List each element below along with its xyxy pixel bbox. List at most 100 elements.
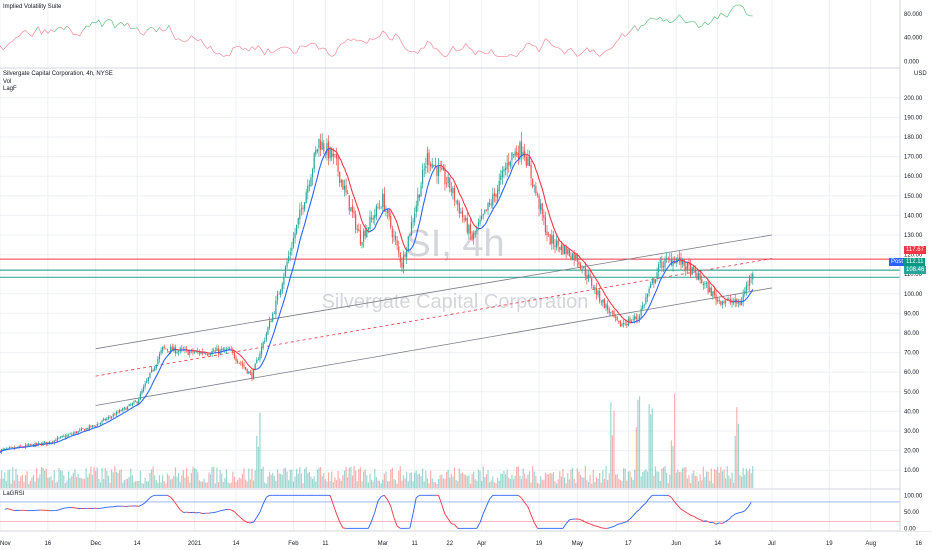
candle-body-365 [581, 268, 583, 270]
volume-bar-379 [603, 478, 606, 488]
candle-body-169 [268, 321, 271, 328]
candle-body-237 [377, 207, 379, 208]
ma-seg-273 [433, 166, 436, 171]
volume-bar-235 [374, 469, 376, 488]
volume-bar-185 [294, 476, 296, 488]
candle-body-274 [436, 166, 438, 177]
lagf-seg-5 [4, 508, 9, 510]
volume-bar-215 [342, 474, 344, 488]
price-tick-8: 120.00 [904, 253, 923, 259]
candle-body-104 [165, 348, 167, 350]
volume-bar-184 [292, 481, 295, 488]
ma-seg-377 [599, 285, 602, 289]
ma-seg-274 [435, 165, 438, 168]
volume-bar-442 [704, 477, 706, 488]
volume-bar-14 [21, 474, 23, 488]
candle-body-197 [313, 153, 315, 169]
volume-bar-429 [683, 467, 685, 488]
candle-body-217 [345, 185, 347, 193]
candle-body-225 [358, 229, 360, 232]
candle-body-16 [24, 444, 27, 448]
lagf-tick-0: 100.00 [904, 493, 923, 499]
ma-seg-226 [358, 210, 361, 217]
iv-seg-66 [207, 45, 211, 49]
candle-body-362 [576, 255, 578, 262]
candle-body-309 [492, 194, 494, 206]
ma-seg-452 [718, 292, 722, 296]
volume-bar-210 [334, 477, 336, 488]
candle-body-63 [99, 422, 102, 425]
volume-bar-291 [463, 474, 465, 488]
ma-seg-196 [310, 195, 314, 202]
candle-body-254 [404, 254, 406, 257]
lagf-seg-373 [591, 524, 596, 527]
lagf-seg-209 [329, 495, 334, 505]
candle-body-161 [256, 359, 258, 364]
xaxis-tick-12: 19 [536, 541, 543, 547]
xaxis-tick-20: 16 [915, 541, 922, 547]
iv-seg-174 [551, 44, 556, 48]
volume-bar-102 [162, 475, 164, 488]
xaxis-tick-4: 2021 [188, 541, 202, 547]
volume-bar-435 [693, 470, 695, 488]
candle-body-17 [26, 444, 28, 446]
time-axis[interactable]: Nov 16 Dec 14 2021 14 Feb 11 Mar 11 22 Apr 19 May 17 Ju… [0, 541, 923, 547]
ma-seg-166 [262, 358, 266, 362]
ma-seg-231 [366, 229, 369, 232]
xaxis-tick-15: Jun [671, 541, 681, 547]
post-badge[interactable]: Post [889, 258, 906, 266]
regression-channel[interactable] [95, 234, 772, 406]
ma-seg-152 [240, 355, 243, 358]
ma-seg-299 [474, 225, 478, 229]
ma-seg-331 [526, 153, 529, 156]
volume-bar-88 [139, 470, 141, 488]
lagrsi-title[interactable]: LaGRSI [3, 491, 25, 497]
iv-seg-50 [156, 27, 160, 33]
lagf-seg-151 [237, 514, 242, 519]
iv-seg-85 [267, 48, 272, 54]
volume-bar-148 [235, 481, 237, 488]
pane-separators[interactable] [0, 67, 932, 532]
lagf-seg-141 [221, 509, 225, 511]
volume-bar-353 [562, 469, 564, 488]
volume-bar-69 [109, 482, 111, 488]
price-tick-13: 70.00 [904, 351, 920, 357]
candle-body-311 [495, 194, 497, 197]
candle-body-98 [155, 364, 157, 369]
ma-seg-418 [664, 268, 668, 272]
volume-bar-33 [52, 480, 54, 488]
candle-body-220 [350, 207, 352, 212]
volume-bar-312 [496, 477, 499, 488]
candle-body-144 [229, 348, 231, 350]
volume-bar-208 [331, 471, 333, 488]
volume-bar-263 [418, 473, 421, 488]
volume-bar-422 [672, 445, 674, 488]
volume-bar-61 [96, 467, 98, 488]
volume-bar-317 [504, 474, 507, 488]
candle-body-359 [571, 253, 574, 260]
ma-seg-472 [750, 289, 754, 293]
vol-label[interactable]: Vol [3, 79, 12, 85]
channel-upper [95, 234, 772, 350]
ma-seg-87 [136, 403, 140, 406]
ma-seg-41 [63, 438, 66, 440]
lagf-seg-369 [585, 521, 589, 524]
ma-seg-467 [742, 299, 746, 302]
iv-seg-132 [417, 47, 422, 54]
lagf-label[interactable]: LagF [3, 86, 17, 92]
candle-body-57 [90, 425, 92, 428]
volume-bar-299 [476, 480, 478, 488]
candle-body-339 [540, 203, 542, 211]
candle-body-192 [305, 192, 307, 204]
iv-seg-205 [650, 17, 654, 20]
volume-bar-427 [680, 471, 682, 488]
iv-title: Implied Volatility Suite [3, 4, 62, 10]
main-title[interactable]: Silvergate Capital Corporation, 4h, NYSE [3, 71, 113, 77]
iv-seg-149 [471, 49, 476, 56]
candle-body-244 [388, 209, 390, 217]
iv-seg-16 [47, 29, 52, 34]
candle-body-340 [541, 203, 543, 215]
volume-bar-259 [412, 481, 414, 488]
volume-bar-262 [417, 474, 419, 488]
